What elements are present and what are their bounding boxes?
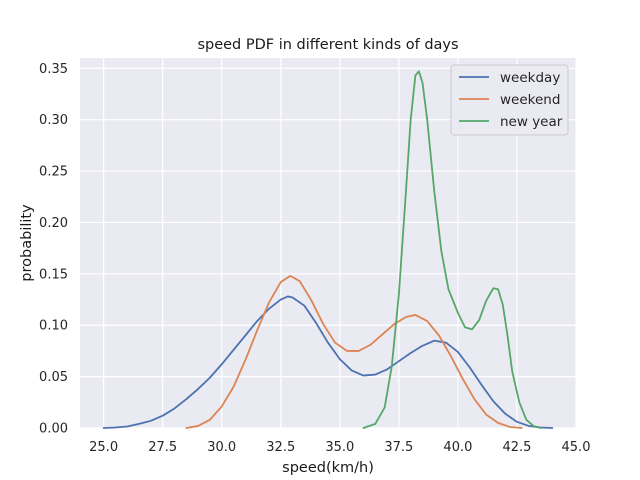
x-tick-label: 25.0 (89, 440, 118, 455)
chart-title: speed PDF in different kinds of days (197, 37, 458, 53)
x-tick-label: 30.0 (207, 440, 236, 455)
y-tick-label: 0.35 (39, 62, 68, 77)
y-tick-label: 0.20 (39, 216, 68, 231)
legend-label-weekday: weekday (500, 70, 560, 86)
x-tick-label: 35.0 (325, 440, 354, 455)
y-tick-label: 0.15 (39, 267, 68, 282)
y-tick-label: 0.30 (39, 113, 68, 128)
y-ticks: 0.00 0.05 0.10 0.15 0.20 0.25 0.30 0.35 (39, 62, 68, 437)
x-tick-label: 37.5 (384, 440, 413, 455)
x-axis-label: speed(km/h) (282, 460, 374, 476)
legend: weekday weekend new year (450, 64, 569, 136)
x-tick-label: 45.0 (562, 440, 591, 455)
x-ticks: 25.0 27.5 30.0 32.5 35.0 37.5 40.0 42.5 45.0 (89, 440, 590, 455)
x-tick-label: 42.5 (502, 440, 531, 455)
y-axis-label: probability (19, 204, 35, 282)
legend-label-weekend: weekend (500, 92, 560, 108)
y-tick-label: 0.10 (39, 319, 68, 334)
y-tick-label: 0.05 (39, 370, 68, 385)
y-tick-label: 0.00 (39, 422, 68, 437)
y-tick-label: 0.25 (39, 165, 68, 180)
x-tick-label: 32.5 (266, 440, 295, 455)
series-line-new-year (362, 70, 542, 429)
legend-box (450, 64, 569, 136)
x-tick-label: 27.5 (148, 440, 177, 455)
legend-label-new-year: new year (500, 114, 563, 130)
series-line-weekday (102, 295, 554, 429)
series-group (102, 70, 554, 429)
x-tick-label: 40.0 (443, 440, 472, 455)
series-line-weekend (185, 274, 523, 429)
